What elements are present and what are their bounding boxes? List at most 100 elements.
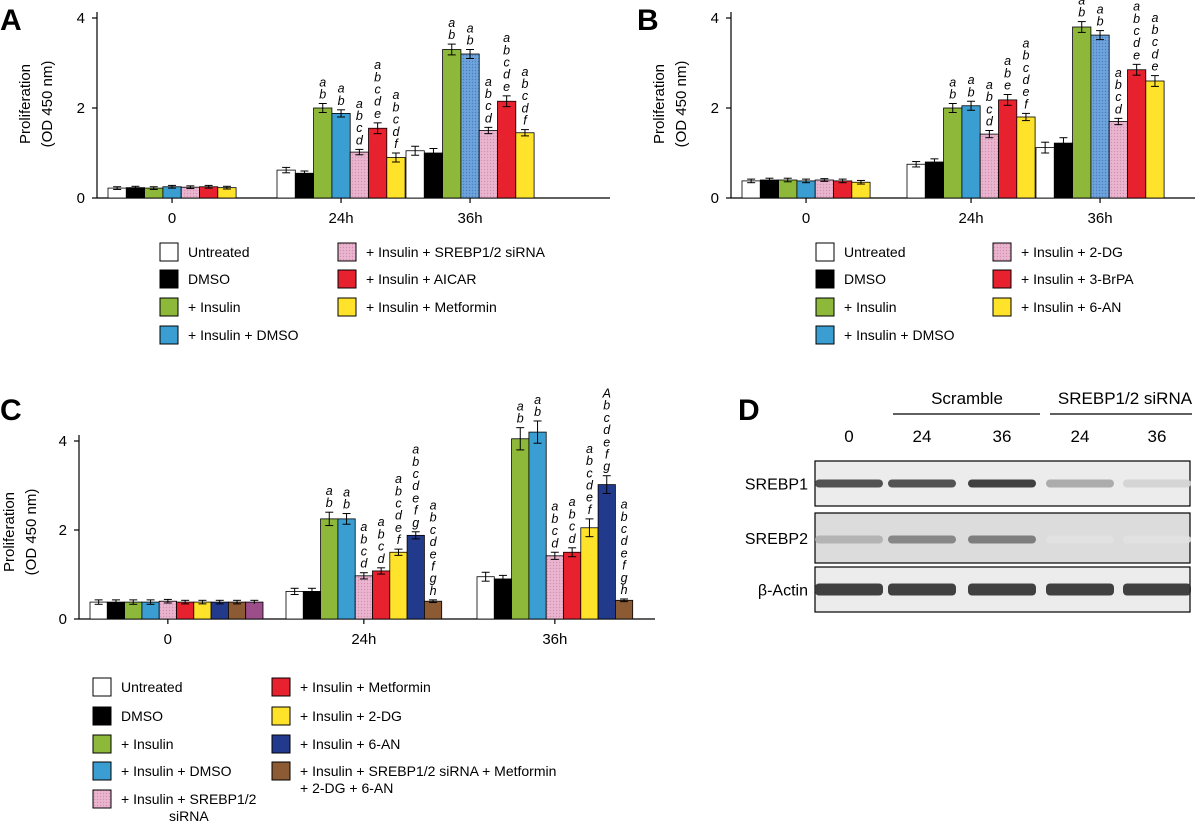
legend-label: + 2-DG + 6-AN: [300, 780, 393, 796]
significance-letter: e: [1004, 79, 1011, 93]
significance-letter: a: [360, 520, 367, 534]
legend-swatch: [92, 706, 112, 726]
legend-label: + Insulin + 2-DG: [300, 708, 402, 724]
significance-letter: c: [986, 102, 993, 116]
y-tick-label: 0: [77, 190, 85, 207]
bar: [515, 132, 535, 199]
significance-letter: b: [569, 507, 576, 521]
significance-letter: d: [521, 101, 529, 115]
bar: [998, 99, 1018, 199]
significance-letter: d: [1151, 47, 1159, 61]
significance-letter: a: [1078, 0, 1085, 7]
significance-letter: b: [319, 88, 326, 102]
significance-letter: c: [413, 467, 420, 481]
significance-letter: b: [586, 454, 593, 468]
significance-letter: a: [551, 500, 558, 514]
blot-band: [1046, 535, 1114, 544]
significance-letter: d: [986, 115, 994, 129]
bar: [615, 599, 634, 620]
bar: [320, 518, 339, 620]
significance-letter: c: [1134, 24, 1141, 38]
legend-swatch: [159, 242, 179, 262]
blot-band: [968, 583, 1036, 596]
significance-letter: a: [968, 73, 975, 87]
legend-swatch: [992, 297, 1012, 317]
x-tick-label: 36h: [1088, 210, 1113, 227]
significance-letter: f: [397, 533, 402, 547]
bar: [1090, 34, 1110, 199]
significance-letter: a: [621, 498, 628, 512]
y-tick-label: 0: [711, 190, 719, 207]
significance-letter: c: [430, 523, 437, 537]
significance-letter: c: [604, 411, 611, 425]
significance-letter: b: [949, 88, 956, 102]
legend-swatch: [271, 706, 291, 726]
bar: [210, 601, 229, 620]
bar: [759, 179, 779, 199]
blot-band: [968, 535, 1036, 544]
blot-band: [815, 535, 883, 544]
significance-letter: a: [343, 485, 350, 499]
significance-letter: c: [356, 121, 363, 135]
legend-swatch: [92, 789, 112, 809]
bar: [511, 438, 530, 620]
significance-letter: a: [378, 515, 385, 529]
bar: [442, 49, 462, 199]
significance-letter: a: [326, 484, 333, 498]
significance-letter: d: [412, 479, 420, 493]
bar: [476, 576, 495, 620]
bar: [497, 100, 517, 199]
significance-letter: a: [1004, 54, 1011, 68]
y-axis-label: Proliferation: [651, 64, 668, 144]
legend-swatch: [271, 734, 291, 754]
legend-swatch: [92, 761, 112, 781]
significance-letter: f: [605, 448, 610, 462]
x-tick-label: 0: [168, 210, 176, 227]
significance-letter: a: [412, 443, 419, 457]
significance-letter: c: [552, 524, 559, 538]
bar: [337, 518, 356, 620]
blot-band: [815, 479, 883, 488]
significance-letter: b: [1151, 23, 1158, 37]
significance-letter: a: [448, 16, 455, 30]
significance-letter: b: [392, 100, 399, 114]
blot-lane-label: 36: [993, 427, 1012, 446]
significance-letter: e: [395, 521, 402, 535]
y-tick-label: 0: [59, 611, 67, 628]
blot-band: [888, 479, 956, 488]
bar: [851, 181, 871, 199]
significance-letter: a: [534, 393, 541, 407]
legend-label: + Insulin + 3-BrPA: [1021, 271, 1134, 287]
significance-letter: b: [621, 510, 628, 524]
bar: [302, 591, 321, 620]
significance-letter: c: [485, 99, 492, 113]
legend-swatch: [337, 297, 357, 317]
bar: [943, 107, 963, 199]
significance-letter: a: [569, 495, 576, 509]
x-tick-label: 36h: [542, 631, 567, 648]
bar: [1072, 26, 1092, 199]
legend-swatch: [815, 297, 835, 317]
y-tick-label: 4: [59, 433, 67, 450]
western-blot-d: Scramble SREBP1/2 siRNA 0 24 36 24 36 SREBP1 SRE…: [745, 389, 1193, 613]
bar: [478, 130, 498, 199]
significance-letter: e: [603, 435, 610, 449]
legend-c: Untreated DMSO + Insulin + Insulin + DMSO + …: [92, 677, 556, 821]
legend-swatch: [159, 269, 179, 289]
panel-letter-d: D: [738, 394, 760, 427]
bar: [294, 172, 314, 199]
legend-label: Untreated: [188, 244, 249, 260]
significance-letter: c: [504, 55, 511, 69]
blot-lane-label: 24: [1071, 427, 1090, 446]
significance-letter: a: [1115, 66, 1122, 80]
blot-band: [1123, 583, 1191, 596]
bar: [741, 180, 761, 199]
legend-label: + Insulin + Metformin: [366, 299, 497, 315]
panel-letter-b: B: [637, 4, 659, 37]
significance-letter: b: [1004, 66, 1011, 80]
significance-letter: b: [534, 405, 541, 419]
bar: [460, 53, 480, 199]
